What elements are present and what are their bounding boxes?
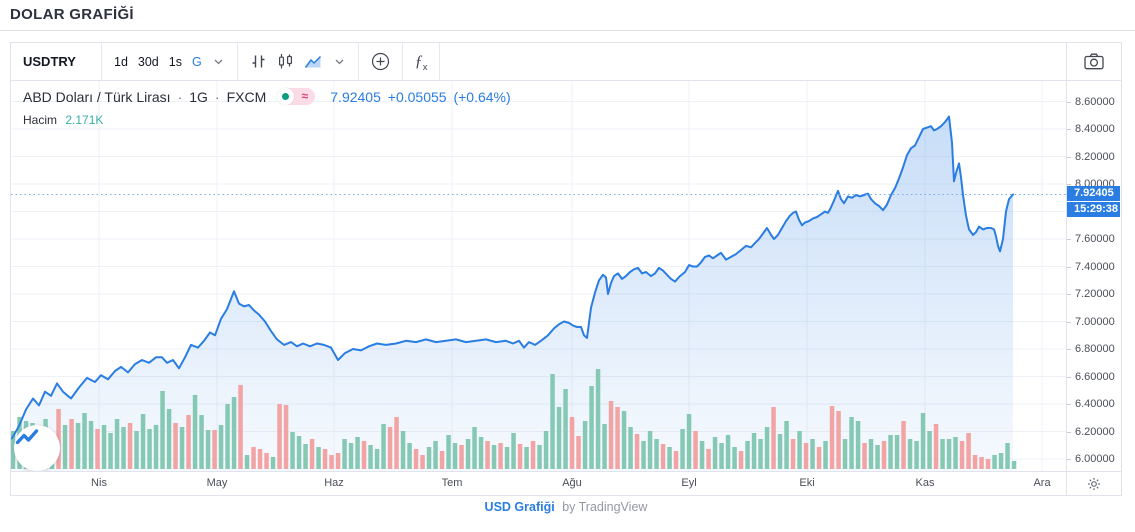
price-axis-tick (1067, 404, 1071, 405)
title-divider (0, 30, 1135, 31)
price-axis-tick (1067, 101, 1071, 103)
interval-chevron-down-icon[interactable] (212, 57, 225, 67)
month-label-ağu: Ağu (562, 477, 582, 489)
compare-add-icon[interactable] (371, 52, 390, 71)
bars-style-icon[interactable] (250, 53, 267, 70)
current-price-tag: 7.92405 (1067, 186, 1120, 202)
price-axis-tick (1067, 156, 1071, 158)
gear-icon (1088, 477, 1100, 490)
chart-settings-button[interactable] (1066, 472, 1121, 495)
price-axis-tick (1067, 129, 1071, 130)
symbol-label: USDTRY (23, 54, 76, 69)
price-axis-label: 6.00000 (1075, 453, 1115, 465)
price-axis-tick (1067, 294, 1071, 295)
compare-group (359, 43, 402, 80)
page-title: DOLAR GRAFİĞİ (10, 6, 134, 23)
toolbar-spacer (440, 43, 1066, 80)
attribution: USD Grafiği by TradingView (10, 500, 1122, 514)
interval-button-30d[interactable]: 30d (137, 54, 159, 69)
tradingview-logo[interactable] (14, 425, 60, 471)
price-axis-label: 7.00000 (1075, 315, 1115, 328)
chart-area: ABD Doları / Türk Lirası · 1G · FXCM ≈ 7… (11, 81, 1121, 471)
price-axis-label: 6.60000 (1075, 370, 1115, 383)
price-axis[interactable]: 8.60000 8.40000 8.20000 8.00000 7.60000 7.400… (1066, 81, 1121, 471)
price-axis-label: 8.60000 (1075, 95, 1115, 108)
month-label-ara: Ara (1033, 477, 1051, 489)
price-axis-tick (1067, 459, 1071, 460)
market-status-badge[interactable]: ≈ (277, 88, 316, 105)
usd-grafigi-link[interactable]: USD Grafiği (484, 500, 555, 514)
legend-symbol-title[interactable]: ABD Doları / Türk Lirası (23, 88, 171, 105)
month-label-may: May (206, 477, 228, 489)
market-open-dot-icon (277, 88, 295, 105)
snapshot-camera-button[interactable] (1066, 43, 1121, 80)
camera-icon (1084, 53, 1104, 70)
tradingview-logo-icon (15, 429, 39, 445)
toolbar-divider (439, 43, 441, 80)
symbol-button[interactable]: USDTRY (11, 43, 101, 80)
area-style-icon-selected[interactable] (304, 54, 323, 69)
toolbar-divider (101, 43, 102, 80)
price-axis-tick (1067, 184, 1071, 185)
time-axis[interactable]: Nis May Haz Tem Ağu Eyl Eki Kas Ara (11, 471, 1121, 495)
price-axis-tick (1067, 321, 1071, 323)
price-axis-tick (1067, 349, 1071, 350)
style-chevron-down-icon[interactable] (333, 57, 346, 67)
price-axis-tick (1067, 431, 1071, 433)
price-axis-label: 6.80000 (1075, 343, 1115, 355)
price-axis-label: 6.40000 (1075, 398, 1115, 410)
candles-style-icon[interactable] (277, 53, 294, 70)
month-label-haz: Haz (324, 477, 344, 489)
price-axis-label: 8.20000 (1075, 150, 1115, 163)
fx-icon: ƒ (414, 52, 423, 70)
interval-button-1d[interactable]: 1d (114, 54, 128, 69)
month-label-eki: Eki (799, 477, 815, 489)
month-label-eyl: Eyl (681, 477, 697, 489)
month-label-nis: Nis (91, 477, 107, 489)
price-axis-label: 6.20000 (1075, 425, 1115, 438)
tradingview-chart-widget: USDTRY 1d 30d 1s G (10, 42, 1122, 496)
main-chart-pane: ABD Doları / Türk Lirası · 1G · FXCM ≈ 7… (11, 81, 1066, 471)
countdown-time-tag: 15:29:38 (1067, 202, 1120, 218)
price-axis-tick (1067, 266, 1071, 268)
interval-group: 1d 30d 1s G (102, 43, 237, 80)
month-label-tem: Tem (441, 477, 463, 489)
interval-button-day-selected[interactable]: G (191, 54, 202, 69)
price-axis-label: 7.20000 (1075, 288, 1115, 300)
price-axis-label: 7.40000 (1075, 260, 1115, 273)
price-axis-tick (1067, 376, 1071, 378)
price-axis-tick (1067, 239, 1071, 240)
toolbar-divider (236, 43, 238, 80)
toolbar-divider (357, 43, 359, 80)
price-axis-label: 7.60000 (1075, 233, 1115, 245)
price-chart[interactable] (11, 81, 1066, 471)
interval-button-1s[interactable]: 1s (168, 54, 182, 69)
delayed-data-icon: ≈ (301, 89, 309, 103)
tradingview-credit: by TradingView (562, 500, 648, 514)
month-label-kas: Kas (915, 477, 935, 489)
toolbar-divider (401, 43, 403, 80)
chart-style-group (238, 43, 358, 80)
chart-toolbar: USDTRY 1d 30d 1s G (11, 43, 1121, 81)
price-axis-label: 8.40000 (1075, 123, 1115, 135)
